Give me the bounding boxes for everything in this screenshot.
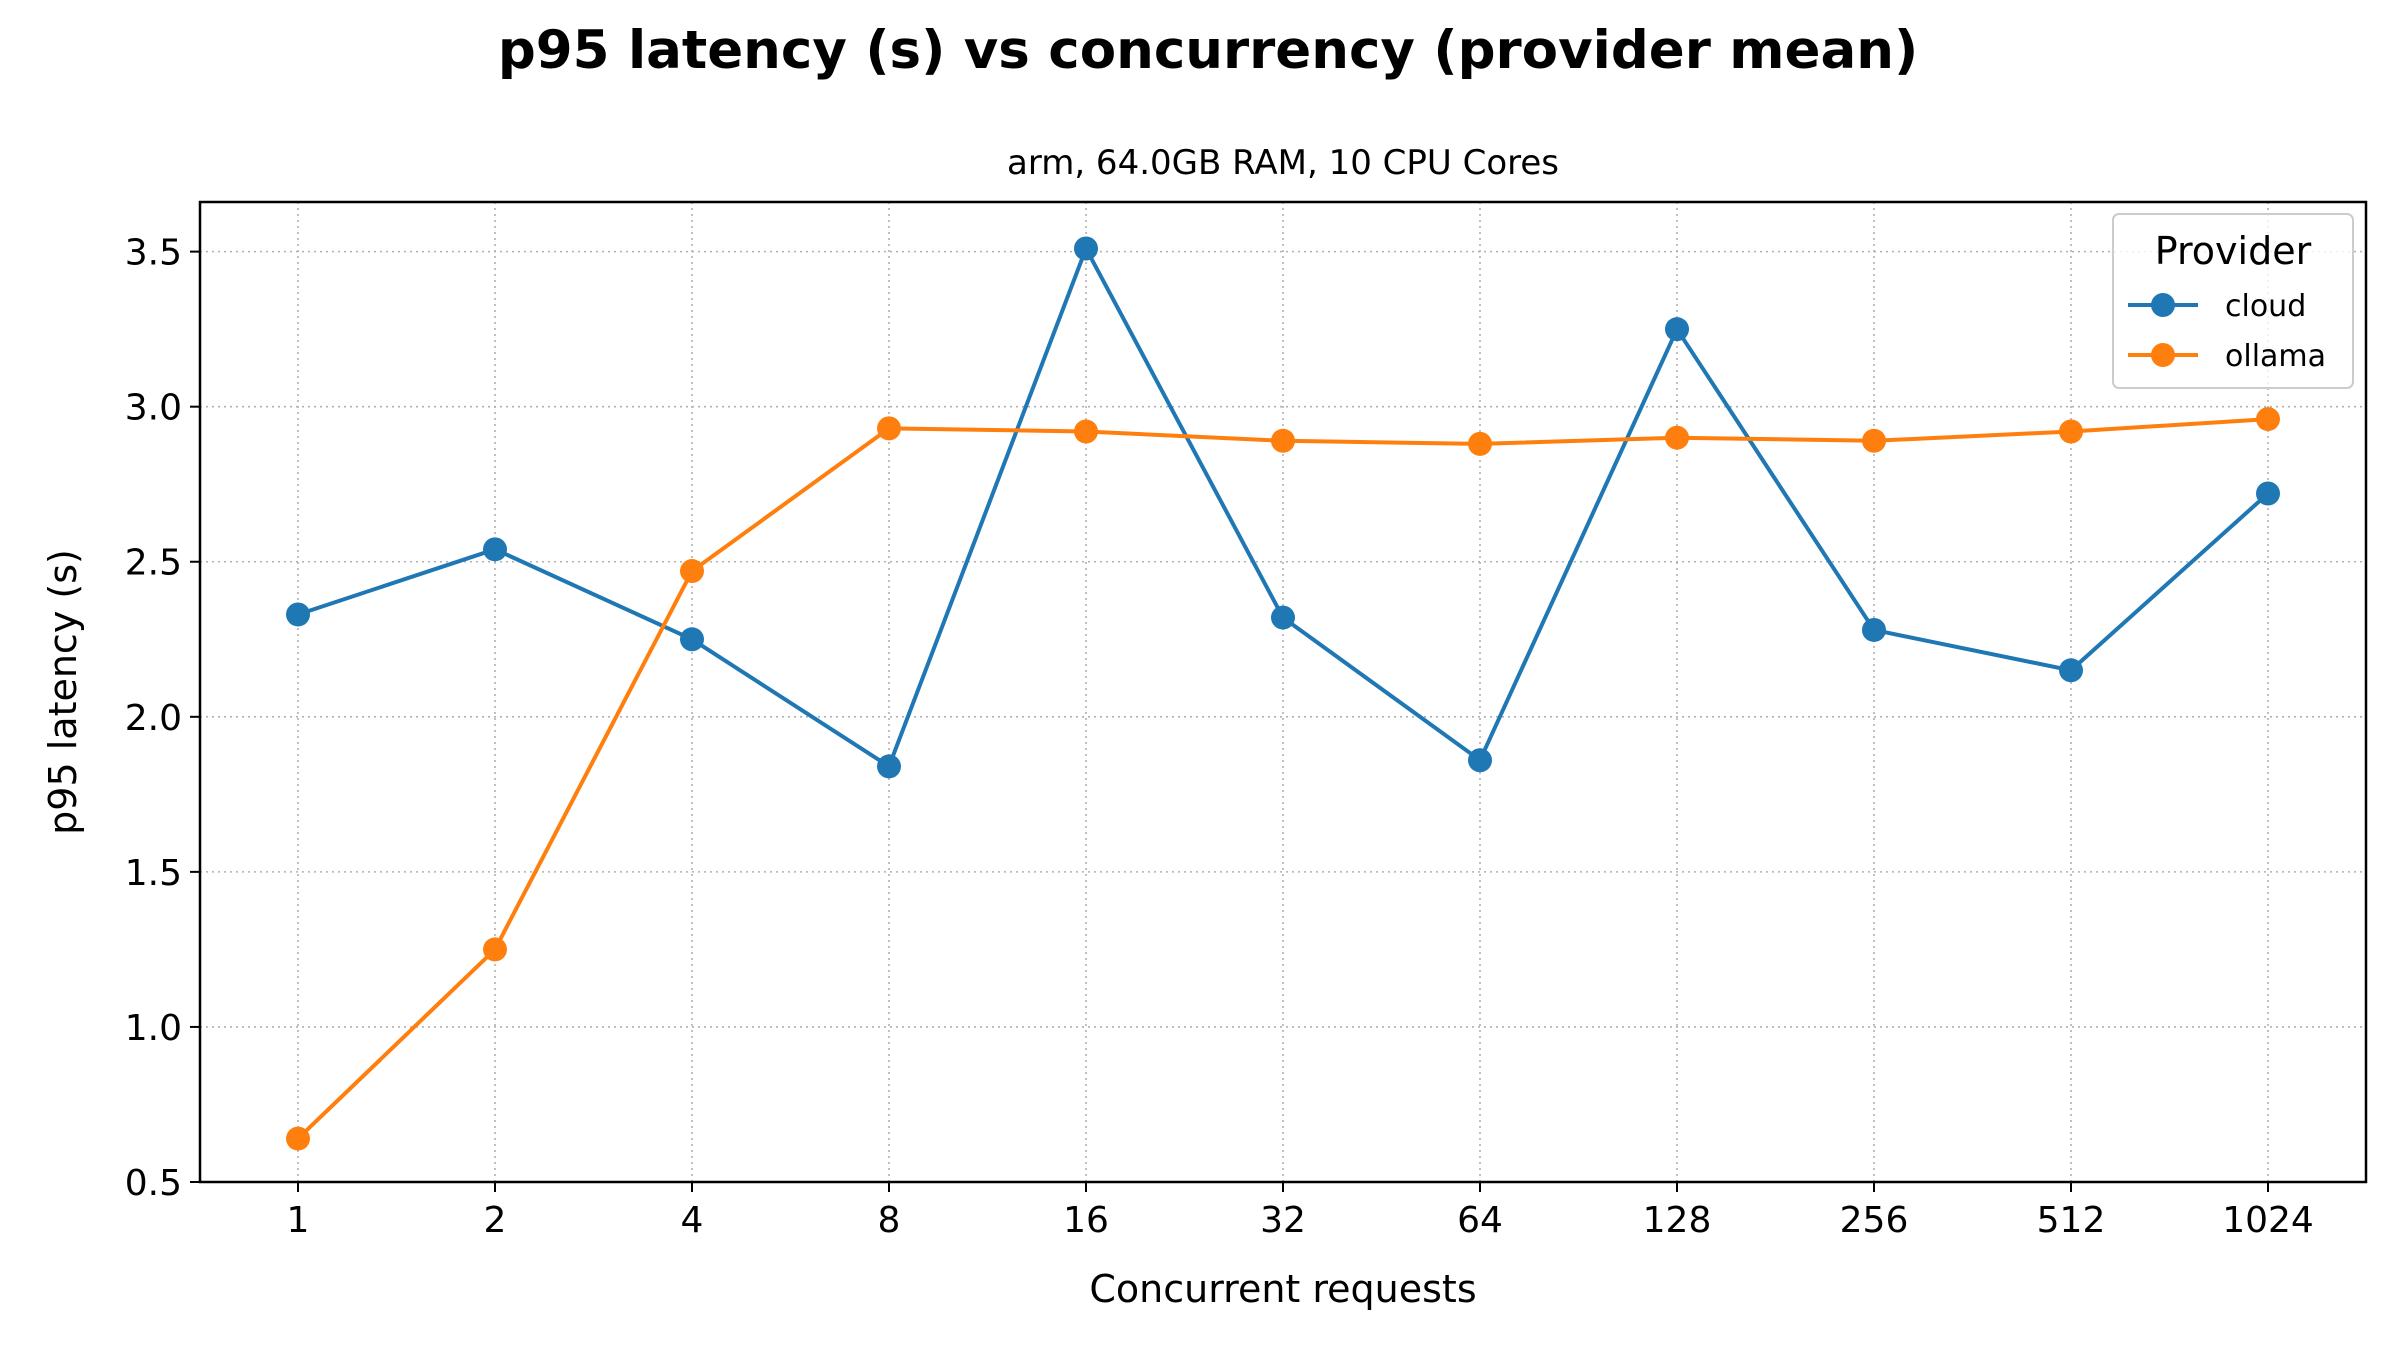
data-point-ollama bbox=[1665, 425, 1689, 450]
y-tick-label: 3.5 bbox=[125, 233, 182, 274]
legend-title: Provider bbox=[2155, 229, 2312, 273]
legend-label-ollama: ollama bbox=[2225, 339, 2326, 374]
data-point-cloud bbox=[2059, 658, 2083, 683]
data-point-ollama bbox=[2256, 407, 2280, 432]
data-point-cloud bbox=[1665, 317, 1689, 342]
series-ollama bbox=[286, 407, 2280, 1151]
data-point-cloud bbox=[877, 754, 901, 779]
x-tick-label: 128 bbox=[1643, 1200, 1712, 1241]
y-axis: 0.5 1.0 1.5 2.0 2.5 3.0 3.5 bbox=[125, 233, 200, 1204]
legend-box bbox=[2112, 213, 2354, 389]
data-point-cloud bbox=[286, 602, 310, 627]
data-point-ollama bbox=[1862, 428, 1886, 453]
x-tick-label: 1024 bbox=[2222, 1200, 2314, 1241]
data-point-ollama bbox=[1468, 431, 1492, 456]
legend-marker-ollama bbox=[2151, 343, 2175, 367]
legend-label-cloud: cloud bbox=[2225, 289, 2306, 324]
grid-lines bbox=[200, 202, 2366, 1183]
x-tick-label: 1 bbox=[287, 1200, 310, 1241]
x-axis-label: Concurrent requests bbox=[1089, 1267, 1476, 1311]
series-layer bbox=[286, 236, 2280, 1151]
data-point-ollama bbox=[483, 937, 507, 962]
x-tick-label: 512 bbox=[2037, 1200, 2106, 1241]
legend-marker-cloud bbox=[2151, 293, 2175, 317]
data-point-ollama bbox=[286, 1126, 310, 1151]
y-tick-label: 2.5 bbox=[125, 543, 182, 584]
x-tick-label: 16 bbox=[1063, 1200, 1109, 1241]
data-point-ollama bbox=[2059, 419, 2083, 444]
x-axis: 1 2 4 8 16 32 64 128 256 512 1024 bbox=[287, 1182, 2314, 1241]
data-point-ollama bbox=[877, 416, 901, 441]
x-tick-label: 2 bbox=[484, 1200, 507, 1241]
data-point-cloud bbox=[483, 537, 507, 562]
x-tick-label: 32 bbox=[1260, 1200, 1306, 1241]
y-tick-label: 1.5 bbox=[125, 853, 182, 894]
y-tick-label: 1.0 bbox=[125, 1008, 182, 1049]
chart-subtitle: arm, 64.0GB RAM, 10 CPU Cores bbox=[1007, 143, 1559, 183]
data-point-ollama bbox=[1074, 419, 1098, 444]
data-point-ollama bbox=[1271, 428, 1295, 453]
plot-frame bbox=[198, 200, 2368, 1184]
data-point-cloud bbox=[2256, 481, 2280, 506]
data-point-cloud bbox=[1862, 617, 1886, 642]
x-tick-label: 64 bbox=[1457, 1200, 1503, 1241]
x-tick-label: 4 bbox=[681, 1200, 704, 1241]
y-axis-label: p95 latency (s) bbox=[41, 549, 85, 835]
x-tick-label: 256 bbox=[1840, 1200, 1909, 1241]
series-cloud bbox=[286, 236, 2280, 779]
chart-title: p95 latency (s) vs concurrency (provider… bbox=[498, 20, 1918, 81]
y-tick-label: 3.0 bbox=[125, 388, 182, 429]
y-tick-label: 0.5 bbox=[125, 1163, 182, 1204]
data-point-cloud bbox=[1468, 748, 1492, 773]
legend: Provider cloud ollama bbox=[2112, 213, 2354, 389]
x-tick-label: 8 bbox=[878, 1200, 901, 1241]
data-point-ollama bbox=[680, 559, 704, 584]
data-point-cloud bbox=[680, 627, 704, 652]
data-point-cloud bbox=[1271, 605, 1295, 630]
data-point-cloud bbox=[1074, 236, 1098, 261]
y-tick-label: 2.0 bbox=[125, 698, 182, 739]
